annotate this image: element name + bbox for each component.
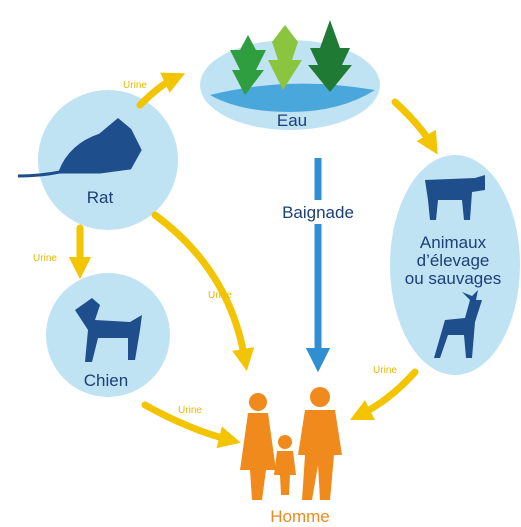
node-label: Animaux — [420, 233, 487, 252]
node-label: Rat — [87, 188, 114, 207]
edge-label: Urine — [208, 290, 232, 301]
node-label: Chien — [84, 371, 128, 390]
node-label: Homme — [270, 507, 330, 526]
humans-icon — [240, 387, 342, 500]
node-label: d’élevage — [417, 251, 490, 270]
edge-label: Urine — [33, 253, 57, 264]
arrow — [360, 372, 415, 415]
node-label: Eau — [277, 111, 307, 130]
edge-label: Baignade — [282, 203, 354, 222]
arrow — [395, 102, 432, 145]
node-label: ou sauvages — [405, 269, 501, 288]
edge-label: Urine — [373, 365, 397, 376]
edge-label: Urine — [123, 80, 147, 91]
edge-label: Urine — [178, 405, 202, 416]
diagram: Eau Rat Chien Animaux d’élevage ou sauva… — [0, 0, 521, 527]
